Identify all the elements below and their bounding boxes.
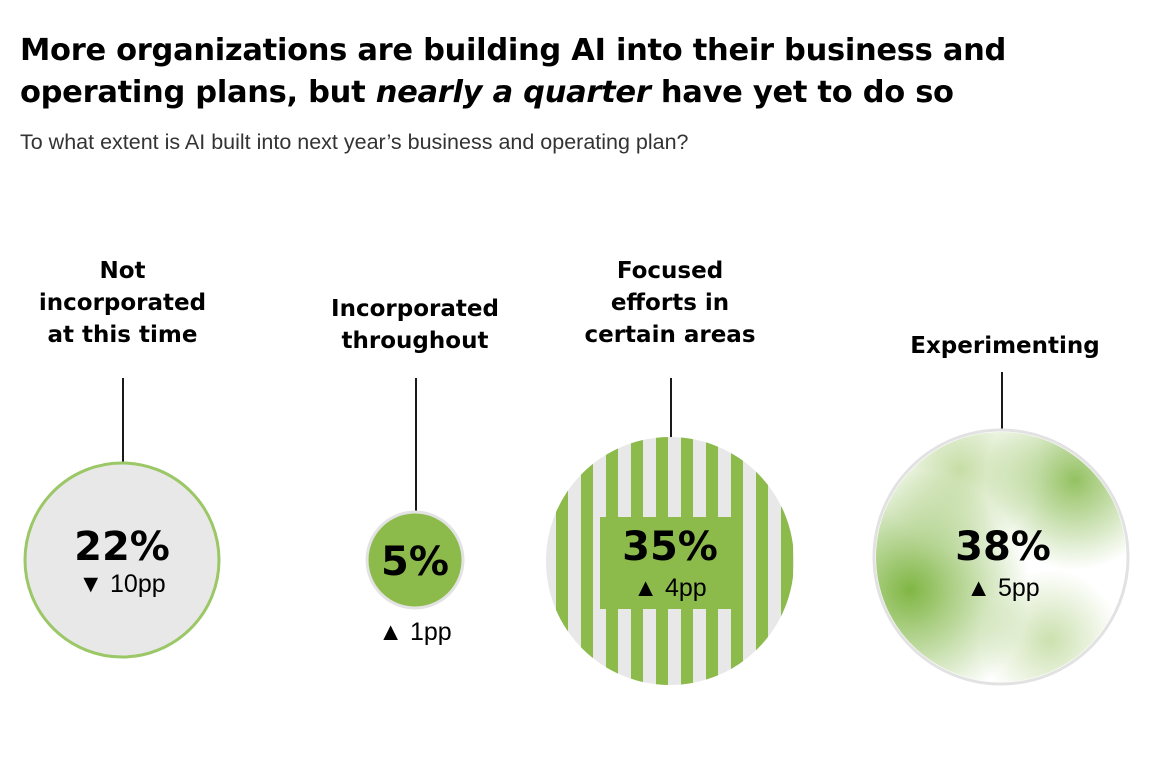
category-label-experimenting: Experimenting	[910, 333, 1100, 359]
category-label-focused-efforts: Focused efforts in certain areas	[584, 258, 756, 348]
chart-subtitle: To what extent is AI built into next yea…	[20, 130, 689, 154]
value-label-incorporated-throughout: 5%	[381, 539, 449, 585]
category-label-incorporated-throughout: Incorporated throughout	[331, 296, 499, 354]
category-label-not-incorporated: Not incorporated at this time	[38, 258, 207, 348]
leader-line-incorporated-throughout	[415, 378, 417, 512]
bubble-shading-4	[876, 432, 1126, 682]
stripe	[781, 437, 793, 685]
title-emphasis: nearly a quarter	[375, 75, 651, 110]
stripe	[756, 437, 768, 685]
change-label-not-incorporated: ▼ 10pp	[78, 570, 165, 598]
leader-line-not-incorporated	[122, 378, 124, 462]
change-label-incorporated-throughout: ▲ 1pp	[378, 618, 451, 646]
bubble-not-incorporated	[23, 461, 221, 659]
value-label-not-incorporated: 22%	[74, 524, 170, 570]
value-label-experimenting: 38%	[955, 524, 1051, 570]
leader-line-experimenting	[1001, 372, 1003, 430]
value-panel-focused-efforts	[600, 517, 740, 609]
stripe	[581, 437, 593, 685]
bubble-incorporated-throughout	[365, 510, 465, 610]
title-tail: have yet to do so	[660, 75, 954, 110]
change-label-experimenting: ▲ 5pp	[966, 574, 1039, 602]
leader-line-focused-efforts	[670, 378, 672, 438]
chart-title: More organizations are building AI into …	[20, 30, 1140, 114]
title-lead: More organizations are building AI into …	[20, 33, 1007, 110]
value-label-focused-efforts: 35%	[622, 524, 718, 570]
stripe	[556, 437, 568, 685]
change-label-focused-efforts: ▲ 4pp	[633, 574, 706, 602]
